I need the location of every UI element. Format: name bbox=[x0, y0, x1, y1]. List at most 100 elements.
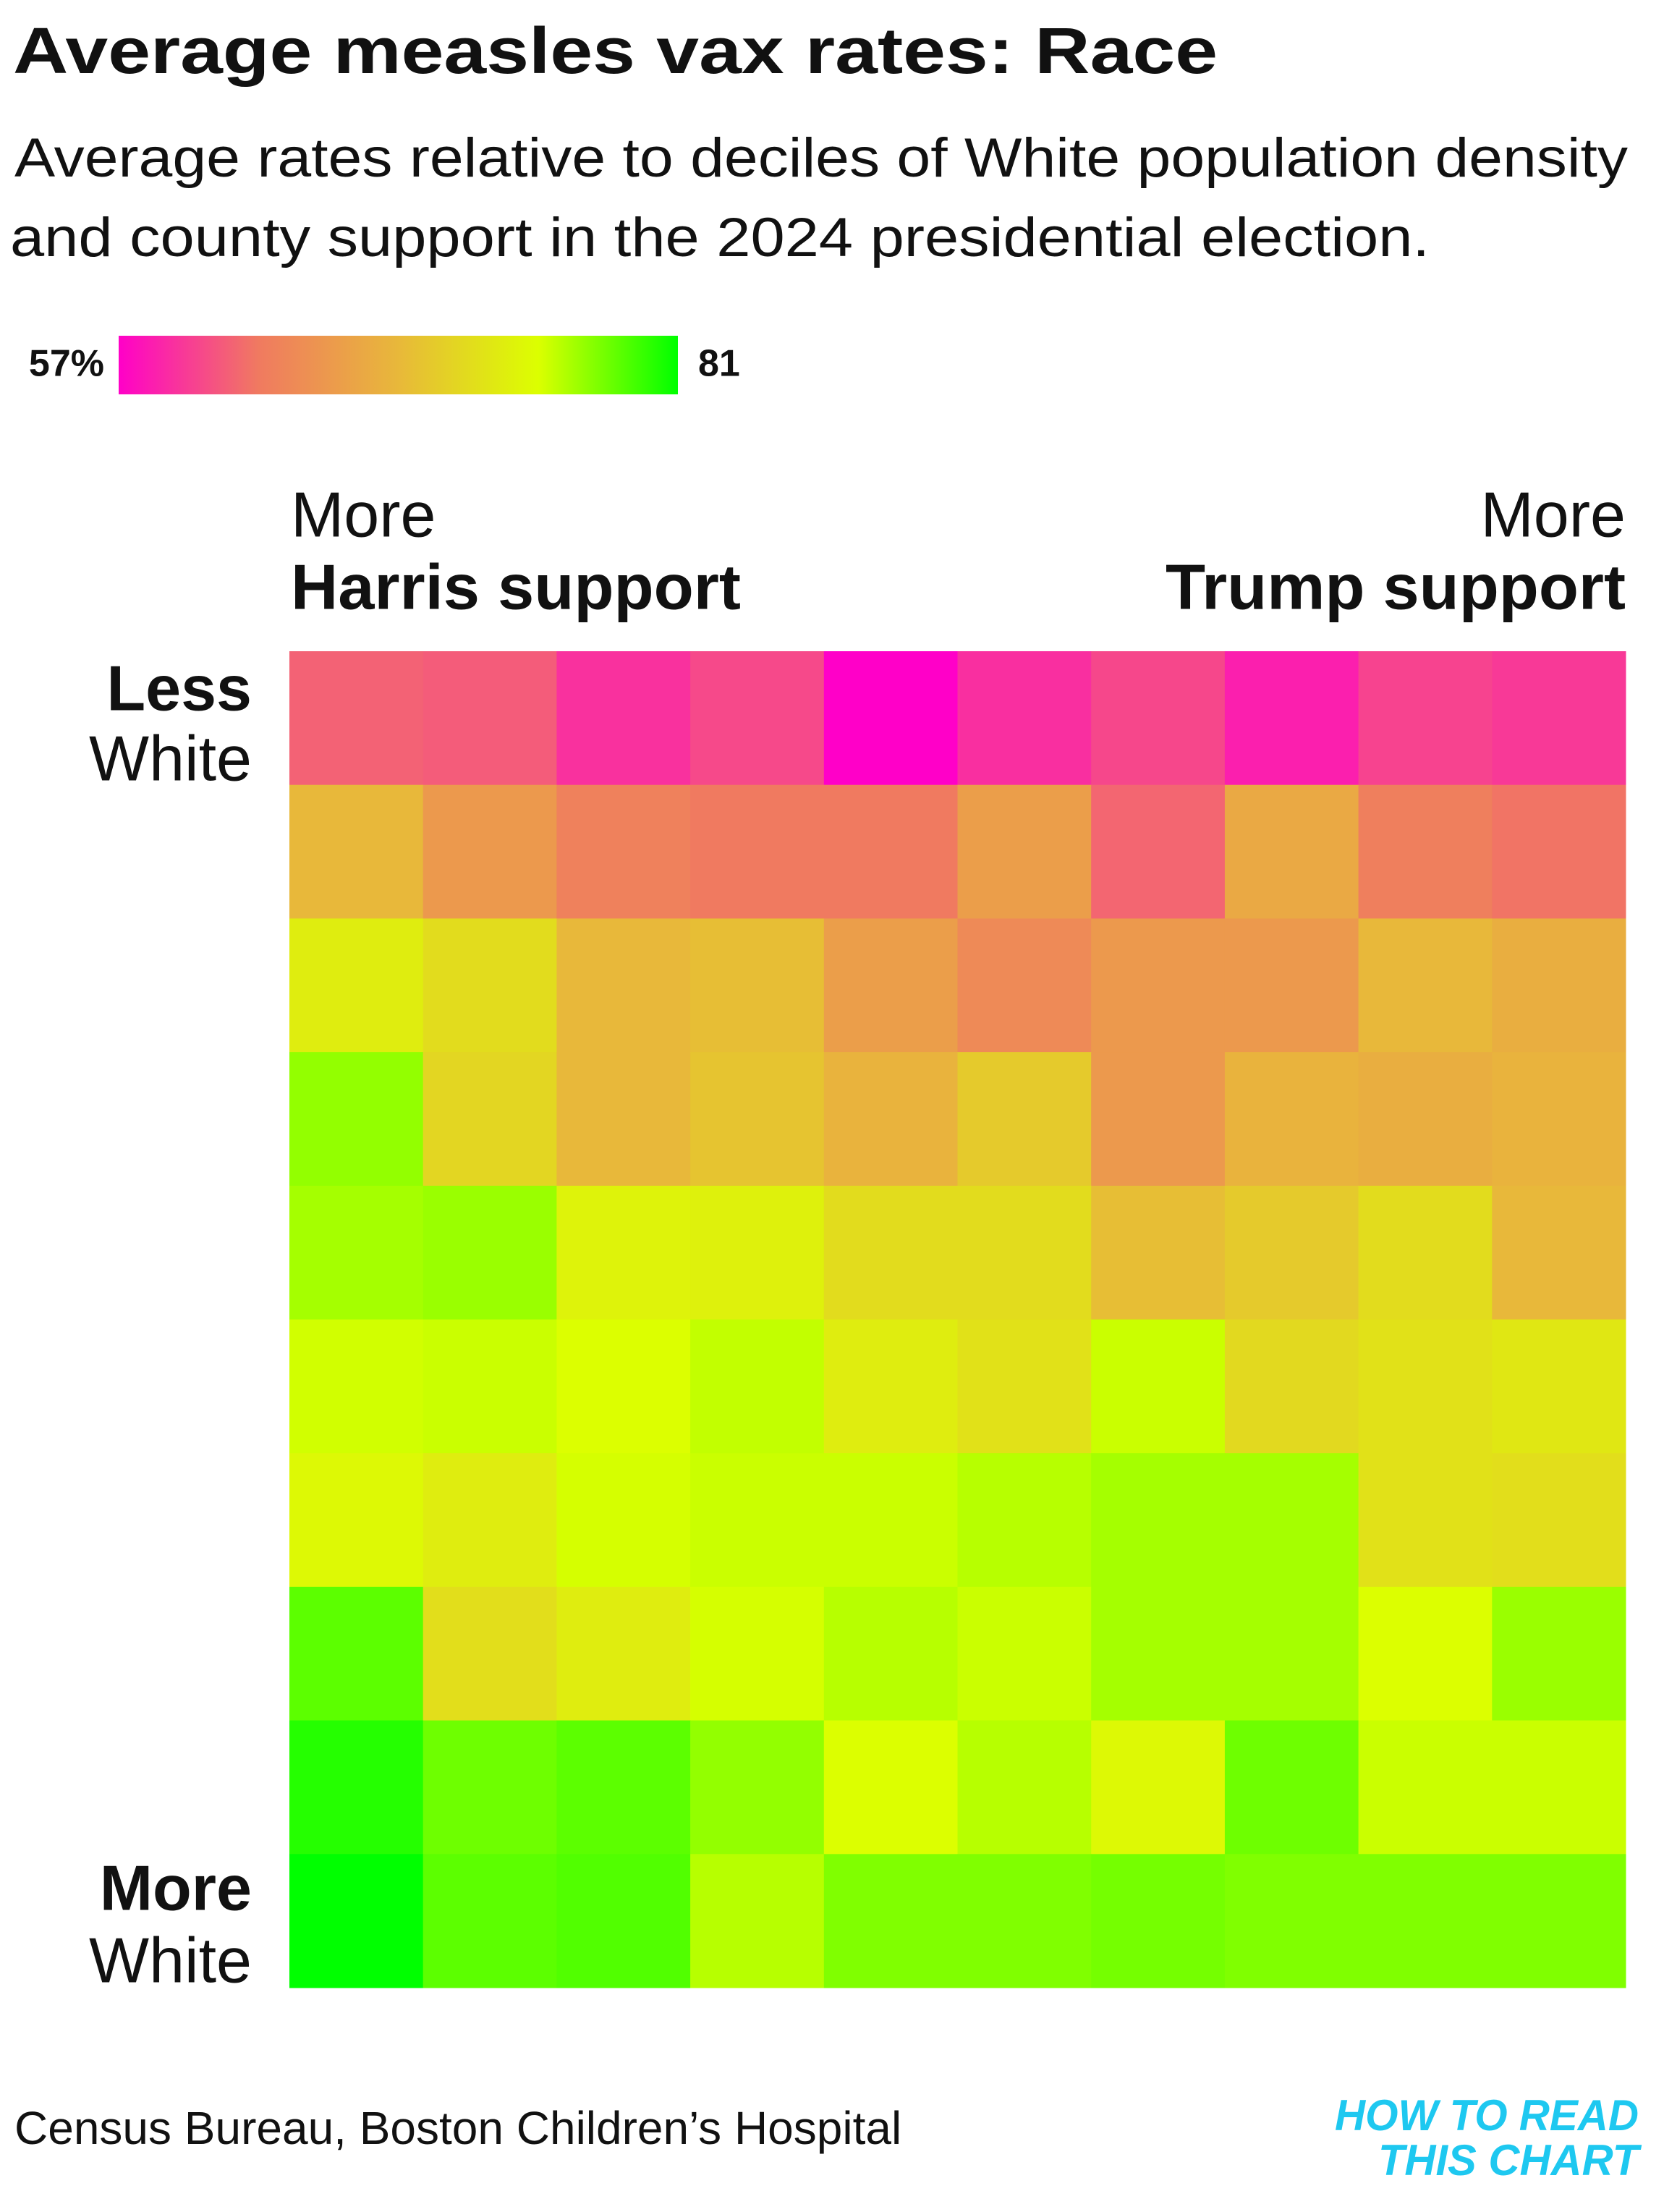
heatmap-cell bbox=[556, 1319, 691, 1454]
heatmap-cell bbox=[423, 1185, 557, 1320]
heatmap-cell bbox=[823, 1185, 958, 1320]
heatmap-cell bbox=[690, 651, 825, 786]
heatmap-cell bbox=[1492, 1052, 1626, 1187]
heatmap-cell bbox=[690, 1854, 825, 1988]
x-label: More bbox=[291, 478, 436, 550]
heatmap-cell bbox=[1358, 1854, 1493, 1988]
heatmap-cell bbox=[957, 784, 1092, 919]
heatmap-cell bbox=[1358, 1453, 1493, 1588]
x-label: Harris support bbox=[291, 551, 741, 622]
heatmap-cell bbox=[1492, 1854, 1626, 1988]
heatmap-cell bbox=[423, 918, 557, 1053]
heatmap-cell bbox=[1224, 651, 1359, 786]
heatmap-cell bbox=[823, 918, 958, 1053]
heatmap-cell bbox=[423, 1586, 557, 1721]
heatmap-cell bbox=[1091, 1854, 1226, 1988]
heatmap-cell bbox=[690, 1720, 825, 1855]
heatmap-cell bbox=[1224, 1453, 1359, 1588]
heatmap-cell bbox=[823, 1319, 958, 1454]
heatmap-cell bbox=[957, 1453, 1092, 1588]
heatmap-cell bbox=[1091, 918, 1226, 1053]
heatmap-cell bbox=[423, 1720, 557, 1855]
heatmap-cell bbox=[556, 1586, 691, 1721]
logo: HOW TO READ bbox=[1335, 2091, 1639, 2140]
legend-tick-label: 81 bbox=[698, 343, 740, 385]
heatmap-cell bbox=[957, 918, 1092, 1053]
heatmap-cell bbox=[1224, 1052, 1359, 1187]
heatmap-cell bbox=[556, 784, 691, 919]
x-label: Trump support bbox=[1166, 551, 1626, 622]
heatmap-cell bbox=[1224, 1586, 1359, 1721]
heatmap-cell bbox=[289, 784, 424, 919]
heatmap-cell bbox=[823, 1453, 958, 1588]
heatmap-cell bbox=[1091, 1720, 1226, 1855]
heatmap-cell bbox=[289, 1854, 424, 1988]
heatmap-cell bbox=[690, 784, 825, 919]
heatmap-cell bbox=[957, 1185, 1092, 1320]
heatmap-cell bbox=[1492, 1720, 1626, 1855]
heatmap-cell bbox=[289, 1453, 424, 1588]
heatmap-cell bbox=[1492, 784, 1626, 919]
x-label: More bbox=[1481, 478, 1626, 550]
heatmap-cell bbox=[690, 1185, 825, 1320]
heatmap-cell bbox=[1492, 651, 1626, 786]
heatmap-cell bbox=[690, 1453, 825, 1588]
heatmap-cell bbox=[423, 784, 557, 919]
heatmap-cell bbox=[289, 1052, 424, 1187]
subtitle: Average rates relative to deciles of Whi… bbox=[14, 127, 1628, 189]
heatmap-cell bbox=[1358, 1720, 1493, 1855]
heatmap-cell bbox=[1091, 1319, 1226, 1454]
heatmap-cell bbox=[556, 1854, 691, 1988]
heatmap-cell bbox=[423, 651, 557, 786]
heatmap-cell bbox=[823, 1854, 958, 1988]
heatmap-cell bbox=[1358, 1319, 1493, 1454]
heatmap-cell bbox=[423, 1453, 557, 1588]
heatmap-cell bbox=[1091, 1453, 1226, 1588]
y-label: More bbox=[100, 1852, 252, 1923]
heatmap-cell bbox=[1091, 651, 1226, 786]
heatmap-cell bbox=[423, 1319, 557, 1454]
heatmap-cell bbox=[289, 651, 424, 786]
heatmap-cell bbox=[289, 918, 424, 1053]
heatmap-cell bbox=[1358, 1052, 1493, 1187]
heatmap-cell bbox=[556, 1185, 691, 1320]
heatmap-cell bbox=[1091, 1586, 1226, 1721]
heatmap-cell bbox=[556, 1453, 691, 1588]
heatmap-cell bbox=[423, 1052, 557, 1187]
heatmap-cell bbox=[1091, 784, 1226, 919]
heatmap-cell bbox=[289, 1319, 424, 1454]
heatmap-cell bbox=[957, 1854, 1092, 1988]
y-label: Less bbox=[106, 652, 252, 724]
heatmap-cell bbox=[556, 918, 691, 1053]
heatmap-cell bbox=[556, 651, 691, 786]
heatmap-cell bbox=[823, 1052, 958, 1187]
heatmap-cell bbox=[1492, 1185, 1626, 1320]
heatmap-cell bbox=[690, 918, 825, 1053]
heatmap-cell bbox=[289, 1586, 424, 1721]
heatmap-cell bbox=[1358, 784, 1493, 919]
heatmap-cell bbox=[957, 1319, 1092, 1454]
y-label: White bbox=[89, 1924, 252, 1996]
heatmap-cell bbox=[556, 1720, 691, 1855]
heatmap-cell bbox=[1224, 784, 1359, 919]
heatmap-cell bbox=[690, 1052, 825, 1187]
heatmap-cell bbox=[1358, 1185, 1493, 1320]
heatmap-cell bbox=[957, 1052, 1092, 1187]
color-bar bbox=[119, 336, 678, 394]
heatmap-cell bbox=[1224, 918, 1359, 1053]
heatmap-cell bbox=[556, 1052, 691, 1187]
heatmap-cell bbox=[1224, 1854, 1359, 1988]
heatmap-cell bbox=[1358, 651, 1493, 786]
heatmap-cell bbox=[690, 1586, 825, 1721]
source: Census Bureau, Boston Children’s Hospita… bbox=[14, 2102, 901, 2154]
heatmap-cell bbox=[289, 1720, 424, 1855]
heatmap-cell bbox=[1224, 1720, 1359, 1855]
heatmap-cell bbox=[1358, 1586, 1493, 1721]
heatmap-cell bbox=[1492, 918, 1626, 1053]
heatmap-cell bbox=[1224, 1319, 1359, 1454]
heatmap-cell bbox=[823, 784, 958, 919]
subtitle: and county support in the 2024 president… bbox=[10, 207, 1430, 268]
heatmap-cell bbox=[823, 1586, 958, 1721]
heatmap-cell bbox=[957, 1720, 1092, 1855]
y-label: White bbox=[89, 722, 252, 794]
